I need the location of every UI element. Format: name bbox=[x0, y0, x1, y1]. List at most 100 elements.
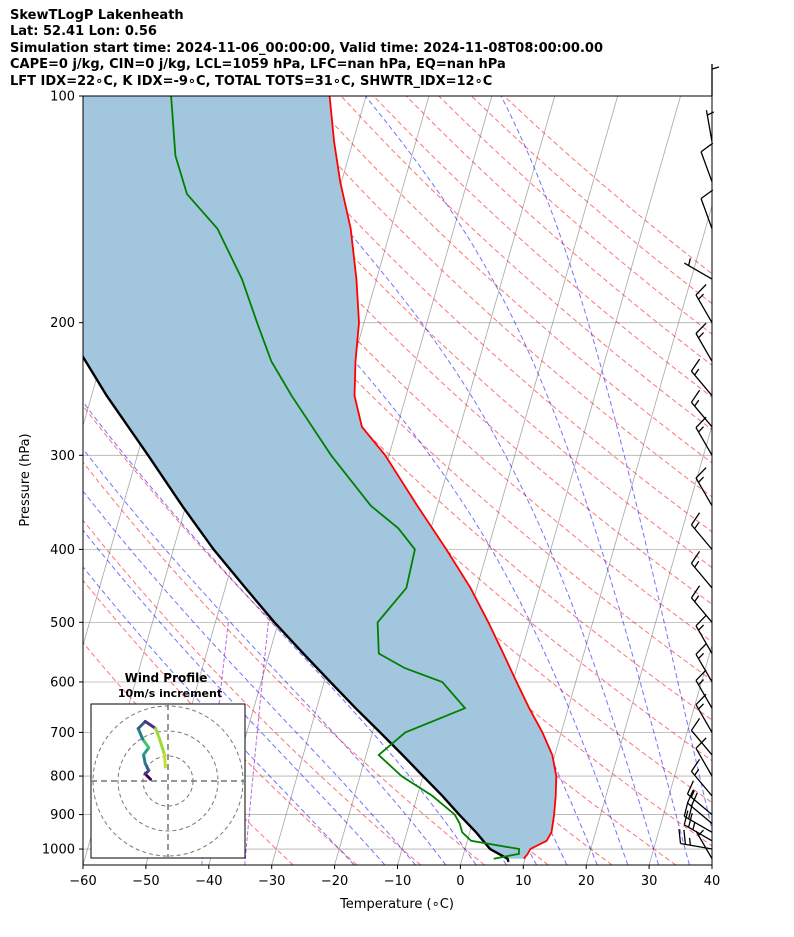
y-tick-label: 300 bbox=[50, 449, 75, 464]
dry-adiabat-line bbox=[83, 297, 677, 865]
barb-staff bbox=[695, 653, 713, 683]
barb-flag bbox=[683, 801, 689, 817]
hodograph-segment bbox=[158, 739, 166, 757]
x-tick-label: 40 bbox=[704, 874, 721, 889]
barb-staff bbox=[687, 802, 713, 825]
barb-staff bbox=[690, 370, 713, 397]
dry-adiabat-line bbox=[340, 96, 712, 431]
wind-barb bbox=[695, 829, 713, 860]
hodograph-segment bbox=[143, 720, 158, 730]
barb-staff bbox=[680, 842, 713, 850]
time-line: Simulation start time: 2024-11-06_00:00:… bbox=[10, 40, 603, 56]
barb-flag bbox=[690, 758, 701, 772]
isotherm-line bbox=[711, 863, 712, 865]
barb-staff bbox=[700, 198, 713, 229]
barb-half-flag bbox=[707, 111, 715, 116]
barb-half-flag bbox=[698, 829, 705, 836]
wind-barb bbox=[695, 614, 713, 654]
y-tick-label: 900 bbox=[50, 808, 75, 823]
barb-staff bbox=[695, 294, 713, 324]
barb-flag bbox=[690, 718, 701, 731]
wind-barb bbox=[690, 550, 713, 589]
isotherm-line bbox=[775, 96, 794, 865]
wind-barb bbox=[690, 512, 713, 550]
wind-barb bbox=[695, 467, 713, 507]
hodograph-segment bbox=[163, 753, 167, 769]
barb-flag bbox=[700, 142, 714, 153]
y-tick-label: 800 bbox=[50, 770, 75, 785]
hodograph-plot bbox=[91, 704, 245, 858]
x-tick-label: −10 bbox=[384, 874, 411, 889]
x-tick-label: −40 bbox=[195, 874, 222, 889]
wind-barb bbox=[695, 737, 713, 777]
wind-barb bbox=[700, 142, 714, 183]
location-line: Lat: 52.41 Lon: 0.56 bbox=[10, 24, 157, 40]
wind-barb bbox=[695, 669, 713, 709]
y-tick-label: 1000 bbox=[42, 843, 75, 858]
barb-flag bbox=[686, 780, 695, 795]
barb-staff bbox=[700, 151, 713, 183]
barb-half-flag bbox=[688, 837, 691, 846]
barb-staff bbox=[695, 333, 713, 362]
y-tick-label: 200 bbox=[50, 316, 75, 331]
profile-layer bbox=[83, 96, 558, 863]
cin-shading bbox=[83, 96, 557, 859]
barb-half-flag bbox=[698, 293, 705, 300]
hodograph-segment bbox=[141, 737, 151, 750]
y-axis-label: Pressure (hPa) bbox=[18, 433, 33, 526]
hodograph-inset: Wind Profile 10m/s increment bbox=[90, 671, 246, 859]
barb-staff bbox=[695, 830, 713, 860]
barb-flag bbox=[690, 512, 701, 526]
barb-half-flag bbox=[690, 790, 695, 798]
wind-barb bbox=[695, 284, 713, 324]
moist-adiabat-line bbox=[83, 566, 355, 865]
isotherm-line bbox=[522, 204, 712, 865]
x-axis-label: Temperature (∘C) bbox=[339, 897, 454, 912]
barb-staff bbox=[695, 704, 713, 733]
barb-half-flag bbox=[692, 822, 696, 830]
x-tick-label: −50 bbox=[132, 874, 159, 889]
dry-adiabat-line bbox=[83, 641, 294, 865]
barb-flag bbox=[700, 189, 714, 200]
barb-staff bbox=[695, 625, 713, 654]
barb-flag bbox=[695, 284, 707, 296]
moist-adiabat-line bbox=[83, 448, 447, 865]
barb-half-flag bbox=[698, 332, 705, 339]
chart-title: SkewTLogP Lakenheath bbox=[10, 8, 184, 23]
moist-adiabat-line bbox=[83, 401, 477, 865]
cape-fill-layer bbox=[83, 96, 557, 859]
barb-staff bbox=[687, 793, 713, 816]
wind-barb bbox=[690, 585, 713, 623]
wind-barb bbox=[683, 258, 713, 280]
barb-flag bbox=[695, 737, 707, 749]
wind-barb bbox=[686, 780, 713, 816]
hodograph-segment bbox=[136, 720, 147, 730]
dry-adiabat-line bbox=[83, 579, 358, 865]
x-tick-label: −60 bbox=[69, 874, 96, 889]
barb-half-flag bbox=[698, 426, 705, 433]
isotherm-line bbox=[648, 643, 712, 865]
moist-adiabat-line bbox=[83, 490, 416, 865]
barb-half-flag bbox=[694, 768, 700, 776]
wind-barb bbox=[705, 110, 715, 142]
barb-staff bbox=[683, 815, 713, 833]
barb-staff bbox=[690, 401, 713, 428]
cape-line: CAPE=0 j/kg, CIN=0 j/kg, LCL=1059 hPa, L… bbox=[10, 57, 506, 73]
hodograph-ring bbox=[117, 730, 219, 832]
isotherm-line bbox=[334, 96, 556, 865]
dry-adiabat-line bbox=[210, 96, 712, 569]
barb-flag bbox=[695, 669, 707, 681]
mixing-ratio-line bbox=[244, 622, 269, 865]
dry-adiabat-line bbox=[83, 461, 485, 865]
wind-barb bbox=[690, 758, 713, 797]
y-tick-label: 600 bbox=[50, 675, 75, 690]
barb-half-flag bbox=[698, 476, 705, 483]
x-tick-label: −20 bbox=[321, 874, 348, 889]
moist-adiabat-line bbox=[365, 96, 690, 865]
wind-barb bbox=[678, 828, 713, 850]
y-tick-label: 500 bbox=[50, 616, 75, 631]
barb-staff bbox=[690, 562, 713, 589]
hodograph-subtitle: 10m/s increment bbox=[118, 687, 222, 700]
wind-barb bbox=[695, 416, 713, 456]
